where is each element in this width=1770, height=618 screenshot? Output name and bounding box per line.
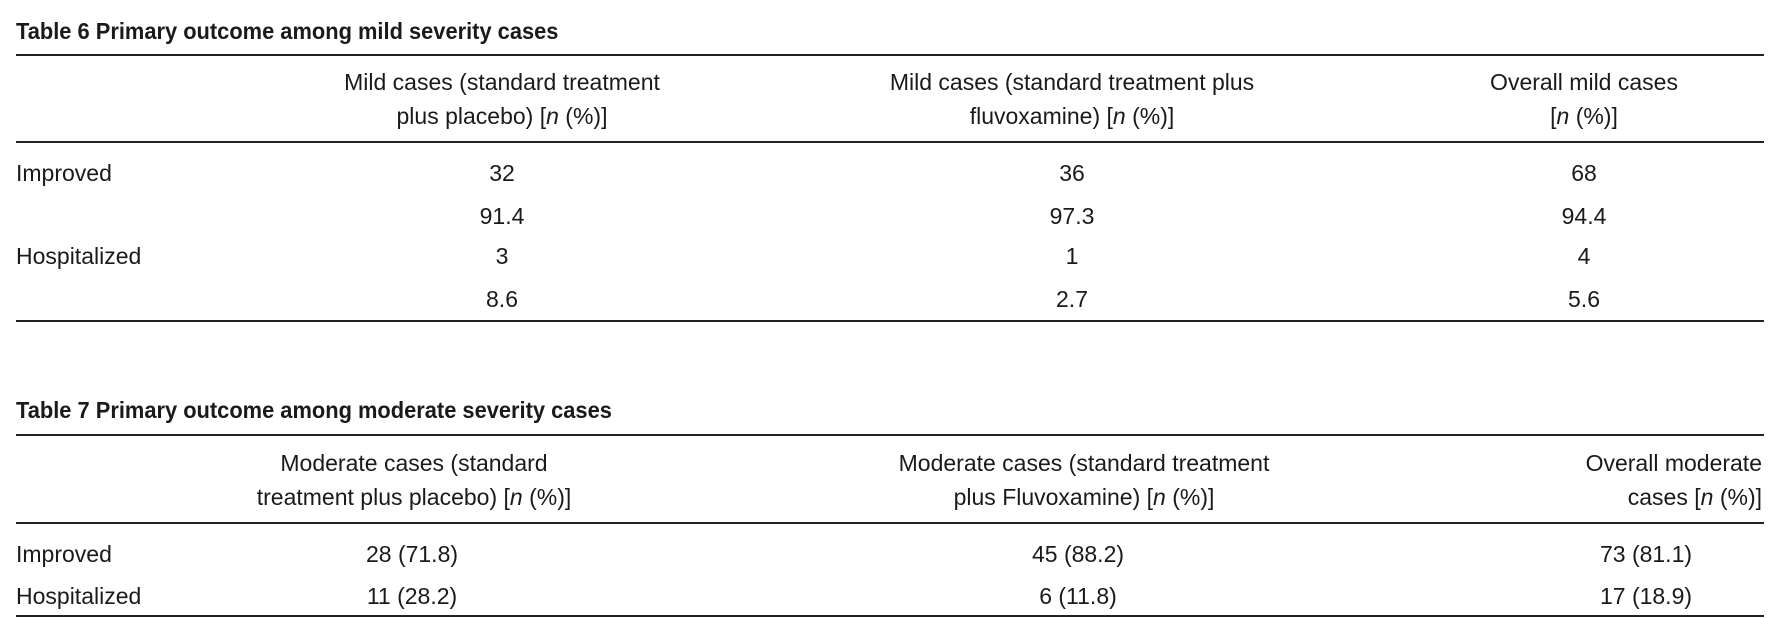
table7-cell: 17 (18.9) xyxy=(1599,583,1693,609)
table7-cell: 45 (88.2) xyxy=(1031,541,1125,567)
table6-cell: 8.6 xyxy=(486,286,518,312)
header-line: treatment plus placebo) [n (%)] xyxy=(256,484,572,510)
table7-bottom-rule xyxy=(16,615,1764,617)
header-line: plus placebo) [n (%)] xyxy=(396,103,608,129)
header-line: Mild cases (standard treatment xyxy=(344,69,660,95)
table7-top-rule xyxy=(16,434,1764,436)
table7-header-placebo: Moderate cases (standard treatment plus … xyxy=(257,446,572,514)
table7-header-overall: Overall moderate cases [n (%)] xyxy=(1586,446,1762,514)
table6-row-label: Hospitalized xyxy=(16,243,142,269)
table6-row-label: Improved xyxy=(16,160,112,186)
table7-title: Table 7 Primary outcome among moderate s… xyxy=(16,397,612,423)
table7-cell: 73 (81.1) xyxy=(1599,541,1693,567)
table6-cell: 36 xyxy=(1059,160,1085,186)
table7-cell: 11 (28.2) xyxy=(366,583,458,609)
table7-header-rule xyxy=(16,522,1764,524)
header-line: cases [n (%)] xyxy=(1627,484,1762,510)
table6-header-placebo: Mild cases (standard treatment plus plac… xyxy=(344,65,660,133)
table6-cell: 1 xyxy=(1065,243,1079,269)
table6-cell: 5.6 xyxy=(1568,286,1600,312)
table6-title: Table 6 Primary outcome among mild sever… xyxy=(16,18,559,44)
table6-cell: 32 xyxy=(489,160,515,186)
table6-header-overall: Overall mild cases [n (%)] xyxy=(1490,65,1678,133)
table6-cell: 91.4 xyxy=(479,203,525,229)
header-line: [n (%)] xyxy=(1550,103,1618,129)
header-line: Moderate cases (standard xyxy=(280,450,548,476)
table6-header-fluvoxamine: Mild cases (standard treatment plus fluv… xyxy=(890,65,1254,133)
table6-cell: 97.3 xyxy=(1049,203,1095,229)
header-line: Moderate cases (standard treatment xyxy=(898,450,1270,476)
table6-cell: 4 xyxy=(1577,243,1591,269)
header-line: Overall mild cases xyxy=(1490,69,1678,95)
table6-cell: 2.7 xyxy=(1056,286,1088,312)
table6-bottom-rule xyxy=(16,320,1764,322)
header-line: fluvoxamine) [n (%)] xyxy=(969,103,1175,129)
header-line: Overall moderate xyxy=(1585,450,1762,476)
table7-cell: 6 (11.8) xyxy=(1039,583,1117,609)
header-line: Mild cases (standard treatment plus xyxy=(889,69,1255,95)
table6-top-rule xyxy=(16,54,1764,56)
table6-header-rule xyxy=(16,141,1764,143)
table7-header-fluvoxamine: Moderate cases (standard treatment plus … xyxy=(899,446,1270,514)
table6-cell: 94.4 xyxy=(1561,203,1607,229)
table7-row-label: Improved xyxy=(16,541,112,567)
header-line: plus Fluvoxamine) [n (%)] xyxy=(953,484,1215,510)
table6-cell: 68 xyxy=(1571,160,1597,186)
table7-row-label: Hospitalized xyxy=(16,583,142,609)
table7-cell: 28 (71.8) xyxy=(365,541,459,567)
table6-cell: 3 xyxy=(495,243,509,269)
